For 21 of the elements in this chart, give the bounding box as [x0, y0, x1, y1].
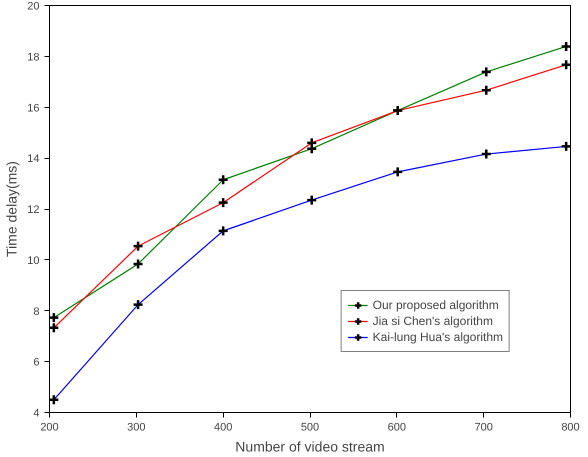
x-tick-label: 500 [300, 422, 320, 434]
y-tick-label: 18 [27, 51, 40, 64]
y-tick-label: 20 [27, 0, 40, 12]
y-tick-label: 14 [27, 153, 40, 166]
legend-label: Kai-lung Hua's algorithm [372, 329, 503, 345]
x-axis-title: Number of video stream [235, 438, 385, 454]
legend-label: Jia si Chen's algorithm [372, 313, 493, 329]
legend-label: Our proposed algorithm [372, 297, 499, 313]
y-tick-label: 4 [33, 408, 40, 420]
x-tick-label: 800 [561, 422, 580, 434]
x-tick-label: 200 [40, 422, 59, 434]
y-axis-title: Time delay(ms) [3, 161, 20, 257]
y-tick-label: 8 [33, 306, 40, 318]
x-tick-label: 700 [474, 422, 493, 434]
y-tick-label: 16 [27, 102, 40, 114]
x-tick-label: 400 [214, 422, 232, 434]
y-tick-label: 12 [27, 204, 40, 216]
y-tick-label: 10 [27, 254, 40, 267]
x-tick-label: 600 [388, 422, 406, 434]
y-tick-label: 6 [33, 356, 40, 369]
x-tick-label: 300 [127, 422, 146, 434]
